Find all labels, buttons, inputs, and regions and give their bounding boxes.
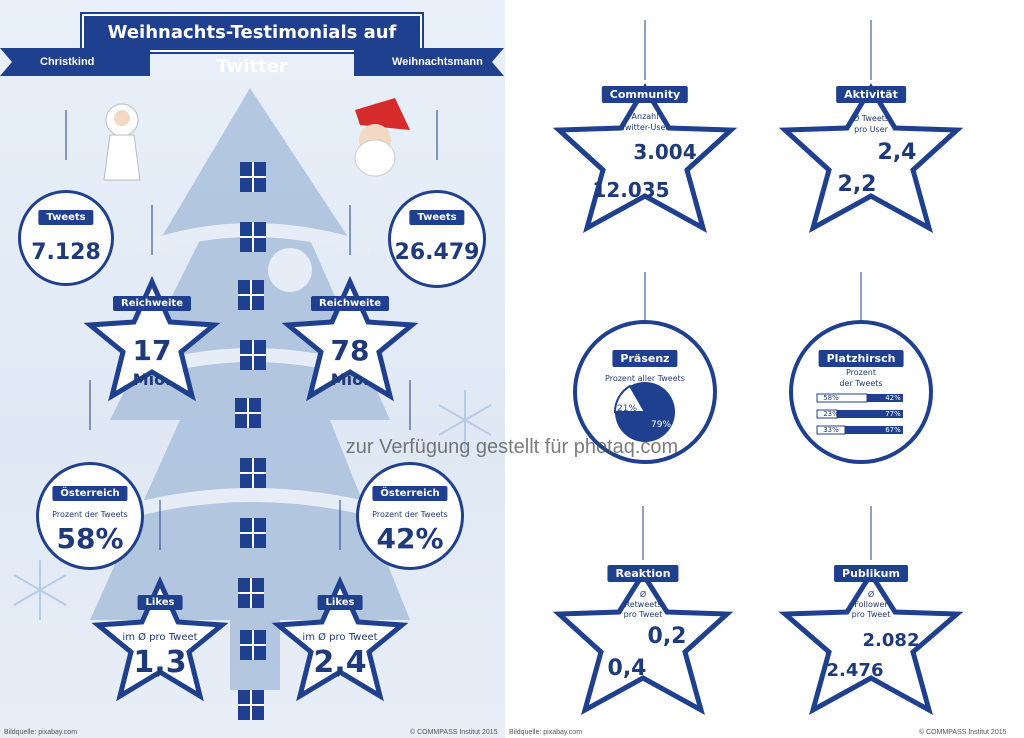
reichweite-christkind-unit: Mio.: [132, 370, 172, 389]
ribbon-christkind: Christkind: [0, 48, 150, 76]
reichweite-christkind-label: Reichweite: [113, 296, 191, 311]
publikum-christkind-value: 2.082: [862, 630, 920, 651]
community-sub2: Twitter-User: [621, 123, 669, 132]
reichweite-weihnachtsmann-label: Reichweite: [311, 296, 389, 311]
community-weihnachtsmann-value: 12.035: [592, 178, 670, 202]
likes-weihnachtsmann-sub: im Ø pro Tweet: [302, 632, 378, 643]
platzhirsch-label: Platzhirsch: [818, 350, 904, 367]
platzhirsch-sub2: der Tweets: [839, 379, 883, 388]
platzhirsch-row3-right: 67%: [885, 426, 901, 434]
praesenz-christkind-value: 21%: [616, 404, 638, 414]
likes-christkind-value: 1,3: [133, 645, 187, 680]
tweets-christkind-label: Tweets: [38, 210, 94, 225]
star-ornaments: [83, 275, 419, 702]
christmas-tree-background: [13, 88, 492, 720]
oesterreich-weihnachtsmann-label: Österreich: [372, 486, 448, 501]
reaktion-label: Reaktion: [607, 565, 679, 582]
aktivitaet-label: Aktivität: [836, 86, 906, 103]
reichweite-christkind-value: 17: [132, 334, 172, 367]
ribbon-weihnachtsmann: Weihnachtsmann: [354, 48, 504, 76]
community-christkind-value: 3.004: [633, 140, 697, 164]
watermark: zur Verfügung gestellt für photaq.com: [345, 436, 679, 458]
tweets-weihnachtsmann-value: 26.479: [394, 240, 480, 265]
oesterreich-weihnachtsmann-sub: Prozent der Tweets: [372, 510, 448, 519]
aktivitaet-weihnachtsmann-value: 2,2: [837, 172, 877, 197]
right-infographic: Community Anzahl Twitter-User 3.004 12.0…: [505, 0, 1024, 738]
likes-weihnachtsmann-value: 2,4: [313, 645, 367, 680]
tweets-christkind-bauble: [18, 190, 114, 286]
tweets-weihnachtsmann-label: Tweets: [409, 210, 465, 225]
footer-left-source: Bildquelle: pixabay.com: [4, 729, 78, 736]
left-infographic: Weihnachts-Testimonials auf Twitter Chri…: [0, 0, 505, 738]
oesterreich-weihnachtsmann-value: 42%: [376, 522, 444, 555]
community-label: Community: [601, 86, 689, 103]
santa-icon: [354, 98, 410, 177]
tweets-weihnachtsmann-bauble: [388, 190, 486, 288]
reaktion-sub2: Retweets: [624, 600, 662, 609]
praesenz-sub: Prozent aller Tweets: [605, 374, 685, 383]
reichweite-weihnachtsmann-value: 78: [330, 334, 370, 367]
publikum-weihnachtsmann-value: 2.476: [826, 660, 884, 681]
publikum-sub3: pro Tweet: [851, 610, 891, 619]
likes-weihnachtsmann-label: Likes: [317, 595, 363, 610]
praesenz-label: Präsenz: [612, 350, 678, 367]
tweets-christkind-value: 7.128: [31, 240, 101, 265]
likes-christkind-sub: im Ø pro Tweet: [122, 632, 198, 643]
right-ornaments: [552, 20, 964, 716]
platzhirsch-row3-left: 33%: [823, 426, 839, 434]
platzhirsch-row1-right: 42%: [885, 394, 901, 402]
likes-christkind-label: Likes: [137, 595, 183, 610]
aktivitaet-sub1: Ø Tweets: [852, 114, 890, 123]
reaktion-sub1: Ø: [639, 590, 647, 599]
reaktion-weihnachtsmann-value: 0,4: [607, 656, 647, 681]
praesenz-pie: [613, 382, 675, 442]
publikum-label: Publikum: [834, 565, 908, 582]
praesenz-weihnachtsmann-value: 79%: [650, 420, 672, 430]
publikum-sub1: Ø: [867, 590, 875, 599]
reaktion-christkind-value: 0,2: [647, 624, 687, 649]
footer-right-source: Bildquelle: pixabay.com: [509, 729, 583, 736]
angel-icon: [103, 103, 141, 181]
oesterreich-christkind-label: Österreich: [52, 486, 128, 501]
platzhirsch-row1-left: 58%: [823, 394, 839, 402]
platzhirsch-row2-right: 77%: [885, 410, 901, 418]
page-title: Weihnachts-Testimonials auf Twitter: [82, 14, 422, 77]
platzhirsch-bars: [816, 393, 903, 435]
community-sub1: Anzahl: [631, 112, 659, 121]
oesterreich-weihnachtsmann-bauble: [356, 462, 464, 570]
publikum-sub2: Follower: [854, 600, 888, 609]
oesterreich-christkind-value: 58%: [56, 522, 124, 555]
platzhirsch-sub1: Prozent: [845, 368, 877, 377]
aktivitaet-christkind-value: 2,4: [877, 140, 917, 165]
oesterreich-christkind-sub: Prozent der Tweets: [52, 510, 128, 519]
footer-left-copyright: © COMMPASS Institut 2015: [410, 729, 498, 736]
footer-right-copyright: © COMMPASS Institut 2015: [919, 729, 1007, 736]
oesterreich-christkind-bauble: [36, 462, 144, 570]
snowflake-icon: [13, 390, 492, 620]
reichweite-weihnachtsmann-unit: Mio.: [330, 370, 370, 389]
platzhirsch-row2-left: 23%: [823, 410, 839, 418]
reaktion-sub3: pro Tweet: [623, 610, 663, 619]
aktivitaet-sub2: pro User: [854, 125, 888, 134]
